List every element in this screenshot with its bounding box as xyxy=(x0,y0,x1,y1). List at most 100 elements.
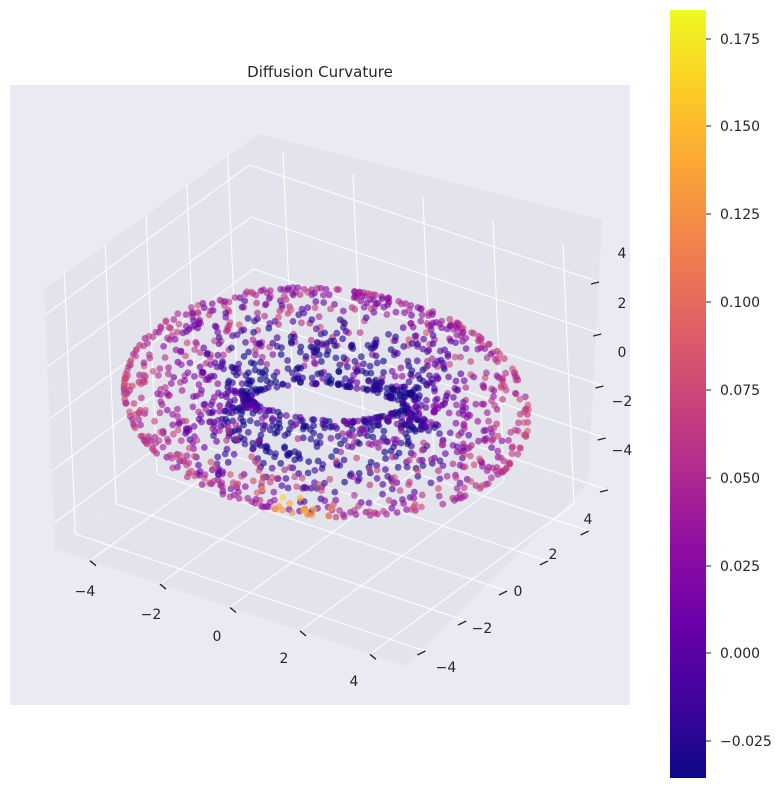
scatter-point xyxy=(437,347,444,355)
scatter-point xyxy=(454,443,461,451)
scatter-point xyxy=(242,371,250,379)
scatter-point xyxy=(297,343,305,351)
scatter-point xyxy=(435,492,443,500)
scatter-point xyxy=(382,455,389,462)
scatter-point xyxy=(461,451,468,458)
y-tick-mark xyxy=(417,650,426,656)
scatter-point xyxy=(449,494,457,502)
scatter-point xyxy=(247,359,255,366)
scatter-point xyxy=(410,451,417,459)
scatter-point xyxy=(438,324,445,332)
scatter-point xyxy=(167,380,175,387)
scatter-point xyxy=(198,418,206,426)
scatter-point xyxy=(405,456,413,464)
scatter-point xyxy=(320,299,328,306)
scatter-points xyxy=(120,284,532,521)
scatter-point xyxy=(351,357,359,365)
grid-line xyxy=(238,413,589,532)
scatter-point xyxy=(342,375,349,382)
scatter-point xyxy=(241,440,249,448)
scatter-point xyxy=(284,484,292,492)
scatter-point xyxy=(244,315,252,322)
scatter-point xyxy=(449,460,457,468)
scatter-point xyxy=(336,507,343,514)
colorbar-tick-label: 0.150 xyxy=(720,119,760,135)
scatter-point xyxy=(461,463,469,471)
scatter-point xyxy=(488,474,495,482)
scatter-point xyxy=(373,475,381,482)
scatter-point xyxy=(474,345,482,353)
scatter-point xyxy=(322,285,330,293)
scatter-point xyxy=(331,422,339,430)
scatter-point xyxy=(373,359,381,367)
scatter-point xyxy=(308,374,316,382)
scatter-point xyxy=(298,474,306,482)
scatter-point xyxy=(498,468,505,476)
scatter-point xyxy=(380,357,387,365)
scatter-point xyxy=(321,497,329,505)
scatter-point xyxy=(193,340,201,348)
scatter-point xyxy=(315,313,323,321)
scatter-point xyxy=(224,458,232,466)
scatter-point xyxy=(419,377,427,385)
z-tick-label: 0 xyxy=(618,345,627,361)
scatter-point xyxy=(183,339,191,347)
scatter-point xyxy=(428,456,435,463)
scatter-point xyxy=(433,395,441,403)
scatter-point xyxy=(238,327,245,335)
scatter-point xyxy=(289,290,296,298)
scatter-point xyxy=(239,404,247,412)
scatter-point xyxy=(384,438,392,446)
scatter-point xyxy=(499,396,506,403)
scatter-point xyxy=(207,458,215,466)
scatter-point xyxy=(218,392,226,399)
scatter-point xyxy=(439,500,447,508)
scatter-point xyxy=(380,369,387,376)
scatter-point xyxy=(494,432,502,440)
scatter-point xyxy=(466,443,473,451)
scatter-point xyxy=(273,342,281,350)
scatter-point xyxy=(307,336,315,344)
z-tick-mark xyxy=(590,281,600,285)
scatter-point xyxy=(284,452,292,459)
scatter-point xyxy=(215,340,223,348)
scatter-point xyxy=(258,415,266,422)
scatter-point xyxy=(456,491,464,498)
scatter-point xyxy=(340,354,348,362)
scatter-point xyxy=(414,405,422,413)
scatter-point xyxy=(225,427,233,435)
scatter-point xyxy=(278,301,286,309)
scatter-point xyxy=(408,340,416,347)
scatter-point xyxy=(452,419,460,427)
scatter-point xyxy=(268,464,276,472)
scatter-point xyxy=(354,477,362,485)
scatter-point xyxy=(480,427,488,435)
colorbar-tick-label: 0.050 xyxy=(720,471,760,487)
scatter-point xyxy=(452,339,459,346)
scatter-point xyxy=(210,432,217,440)
scatter-point xyxy=(416,457,423,464)
scatter-point xyxy=(441,365,448,373)
scatter-point xyxy=(202,406,210,413)
scatter-point xyxy=(128,416,136,423)
scatter-point xyxy=(355,502,362,510)
scatter-point xyxy=(396,487,404,494)
scatter-point xyxy=(393,436,400,444)
scatter-point xyxy=(249,439,257,447)
scatter-point xyxy=(141,334,149,342)
scatter-point xyxy=(378,437,385,445)
scatter-point xyxy=(366,362,374,370)
scatter-point xyxy=(429,379,436,387)
scatter-point xyxy=(434,374,442,382)
scatter-point xyxy=(284,357,291,364)
scatter-point xyxy=(420,335,427,343)
scatter-point xyxy=(191,346,199,353)
scatter-point xyxy=(488,444,495,452)
scatter-point xyxy=(140,359,148,367)
scatter-point xyxy=(415,412,423,420)
scatter-point xyxy=(463,414,471,421)
scatter-point xyxy=(349,473,357,481)
scatter-point xyxy=(294,435,302,443)
grid-line xyxy=(562,244,575,505)
scatter-point xyxy=(273,475,281,483)
